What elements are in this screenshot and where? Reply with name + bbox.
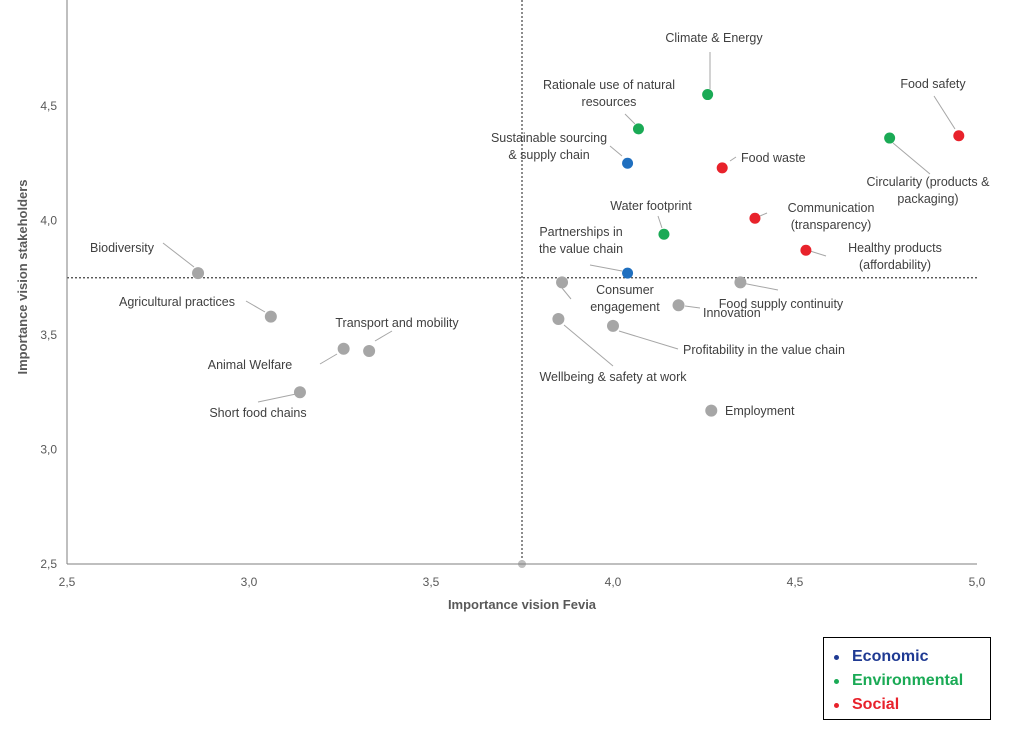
data-point (953, 130, 965, 142)
y-tick-label: 3,0 (40, 443, 57, 457)
label-leader-line (319, 353, 338, 365)
legend-label-economic: Economic (852, 648, 929, 665)
label-leader-line (624, 113, 636, 125)
legend-item-economic: Economic (834, 646, 928, 668)
label-leader-line (589, 264, 623, 272)
point-label: Food safety (900, 77, 966, 91)
legend-dot-economic (834, 654, 839, 660)
legend-label-environmental: Environmental (852, 672, 964, 689)
x-tick-label: 5,0 (969, 575, 986, 589)
label-leader-line (684, 305, 701, 309)
y-tick-label: 4,5 (40, 99, 57, 113)
label-leader-line (561, 287, 572, 300)
y-tick-label: 2,5 (40, 557, 57, 571)
data-point (716, 162, 728, 174)
data-point (293, 386, 306, 399)
point-label: Employment (725, 404, 795, 418)
label-leader-line (741, 282, 779, 291)
label-leader-line (609, 145, 623, 157)
label-leader-line (729, 156, 737, 162)
point-label: Partnerships in the value chain (539, 225, 623, 256)
x-tick-label: 4,5 (787, 575, 804, 589)
x-axis-title: Importance vision Fevia (448, 597, 597, 612)
legend-item-social: Social (834, 694, 899, 716)
point-label: Food waste (741, 151, 806, 165)
reference-lines (67, 0, 977, 568)
point-label: Profitability in the value chain (683, 343, 845, 357)
point-label: Food supply continuity (719, 297, 844, 311)
legend-item-environmental: Environmental (834, 670, 963, 692)
data-point (337, 342, 350, 355)
y-tick-label: 3,5 (40, 328, 57, 342)
label-leader-line (257, 393, 297, 403)
label-leader-line (933, 95, 956, 130)
data-point (552, 312, 565, 325)
data-point (363, 345, 376, 358)
label-leader-line (245, 300, 266, 313)
label-leader-line (657, 215, 663, 229)
point-label: Healthy products (affordability) (848, 241, 942, 272)
data-point (622, 267, 634, 279)
point-label: Consumer engagement (590, 283, 660, 314)
label-leader-line (563, 324, 614, 367)
data-point (622, 157, 634, 169)
label-leader-line (374, 330, 393, 342)
y-tick-label: 4,0 (40, 214, 57, 228)
point-label: Animal Welfare (208, 358, 293, 372)
tick-labels: 2,5 3,0 3,5 4,0 4,5 5,0 2,5 3,0 3,5 4,0 4,5 (40, 99, 985, 589)
data-point (658, 228, 670, 240)
data-points (192, 89, 965, 417)
label-leader-line (892, 142, 931, 175)
point-label: Climate & Energy (665, 31, 763, 45)
label-leader-line (759, 212, 768, 217)
y-axis-title: Importance vision stakeholders (15, 179, 30, 374)
x-tick-label: 3,5 (423, 575, 440, 589)
point-label: Rationale use of natural resources (543, 78, 675, 109)
point-label: Innovation (703, 306, 761, 320)
label-leader-line (809, 250, 827, 257)
data-point (264, 310, 277, 323)
data-point (734, 276, 747, 289)
data-point (672, 299, 685, 312)
data-point (702, 89, 714, 101)
point-label: Biodiversity (90, 241, 155, 255)
point-label: Short food chains (209, 406, 306, 420)
data-point (749, 212, 761, 224)
data-point (556, 276, 569, 289)
data-point (884, 132, 896, 144)
point-label: Sustainable sourcing & supply chain (491, 131, 607, 162)
data-point (705, 404, 718, 417)
x-tick-label: 4,0 (605, 575, 622, 589)
point-label: Circularity (products & packaging) (867, 175, 991, 206)
legend-dot-social (834, 702, 839, 708)
point-label: Water footprint (610, 199, 692, 213)
point-label: Transport and mobility (335, 316, 459, 330)
legend: Economic Environmental Social (823, 637, 991, 720)
axes (66, 0, 977, 565)
point-label: Agricultural practices (119, 295, 235, 309)
point-label: Communication (transparency) (788, 201, 875, 232)
label-leader-line (162, 242, 195, 268)
label-leader-line (618, 330, 679, 350)
x-tick-label: 3,0 (241, 575, 258, 589)
data-point (192, 267, 205, 280)
data-point (632, 123, 644, 135)
point-labels: Climate & Energy Rationale use of natural… (90, 31, 990, 420)
data-point (800, 244, 812, 256)
point-label: Wellbeing & safety at work (539, 370, 687, 384)
legend-label-social: Social (852, 696, 900, 713)
label-leader-lines (162, 52, 956, 403)
data-point (607, 319, 619, 332)
x-tick-label: 2,5 (59, 575, 76, 589)
legend-dot-environmental (834, 678, 839, 684)
